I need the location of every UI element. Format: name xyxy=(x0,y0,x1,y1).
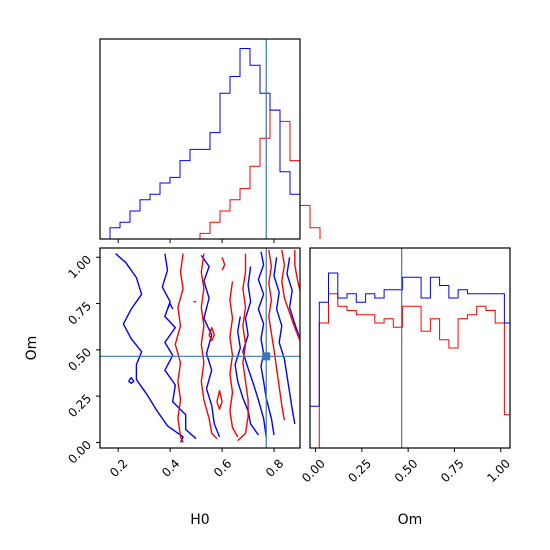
x-axis-label-om: Om xyxy=(398,512,423,528)
om-y-tick-label: 0.50 xyxy=(65,345,94,374)
contour-red-6 xyxy=(294,249,300,291)
om-hist-red xyxy=(310,293,511,449)
h0-hist-frame xyxy=(99,38,301,240)
om-x-tick-label: 0.25 xyxy=(345,456,374,485)
contour-red-10 xyxy=(221,257,226,271)
h0-hist-ticks xyxy=(117,239,275,243)
contour-blue-4 xyxy=(234,316,259,436)
truth-marker xyxy=(262,352,271,361)
contour-red-8 xyxy=(208,326,215,342)
contour-red-2 xyxy=(237,253,249,442)
h0-x-tick-label: 0.4 xyxy=(159,456,182,479)
om-y-tick-label: 0.25 xyxy=(65,391,94,420)
contour-frame xyxy=(99,247,301,449)
y-axis-label-om: Om xyxy=(24,336,40,361)
x-axis-label-h0: H0 xyxy=(190,512,209,528)
contour-lines xyxy=(115,249,300,443)
om-hist-blue xyxy=(309,272,511,448)
contour-red-3 xyxy=(229,281,239,438)
contour-blue-1 xyxy=(161,253,197,440)
contour-blue-7 xyxy=(286,257,300,339)
contour-red-5 xyxy=(281,249,300,341)
om-x-tick-label: 0.75 xyxy=(438,456,467,485)
om-y-tick-label: 0.00 xyxy=(65,438,94,467)
om-y-tick-label: 0.75 xyxy=(65,299,94,328)
om-hist-frame xyxy=(309,247,511,449)
panel-top-left-hist-h0 xyxy=(99,38,321,243)
om-y-tick-label: 1.00 xyxy=(65,252,94,281)
h0-x-tick-label: 0.8 xyxy=(263,456,286,479)
contour-y-ticks: 0.00 0.25 0.50 0.75 1.00 xyxy=(65,252,100,466)
contour-blue-8 xyxy=(166,302,174,310)
h0-hist-red xyxy=(100,109,321,240)
contour-blue-5 xyxy=(242,266,267,437)
contour-x-ticks: 0.2 0.4 0.6 0.8 xyxy=(107,448,286,480)
h0-x-tick-label: 0.6 xyxy=(211,456,234,479)
contour-blue-9 xyxy=(128,376,135,384)
contour-red-9 xyxy=(216,389,223,410)
om-histograms xyxy=(309,272,511,449)
om-hist-x-ticks: 0.00 0.25 0.50 0.75 1.00 xyxy=(299,448,513,485)
om-x-tick-label: 1.00 xyxy=(484,456,513,485)
contour-blue-2 xyxy=(200,254,221,438)
contour-red-1 xyxy=(200,253,218,440)
panel-bottom-left-contour: 0.2 0.4 0.6 0.8 0.00 0.25 0.50 0.75 1.00 H0 Om xyxy=(24,247,301,528)
contour-blue-6 xyxy=(273,257,296,425)
h0-histograms xyxy=(100,48,321,240)
contour-red-4 xyxy=(268,249,286,421)
om-x-tick-label: 0.50 xyxy=(392,456,421,485)
h0-hist-blue xyxy=(100,48,301,240)
om-x-tick-label: 0.00 xyxy=(299,456,328,485)
h0-x-tick-label: 0.2 xyxy=(107,456,130,479)
contour-red-0 xyxy=(174,253,184,443)
contour-blue-0 xyxy=(115,253,184,443)
panel-bottom-right-hist-om: 0.00 0.25 0.50 0.75 1.00 Om xyxy=(299,247,513,528)
